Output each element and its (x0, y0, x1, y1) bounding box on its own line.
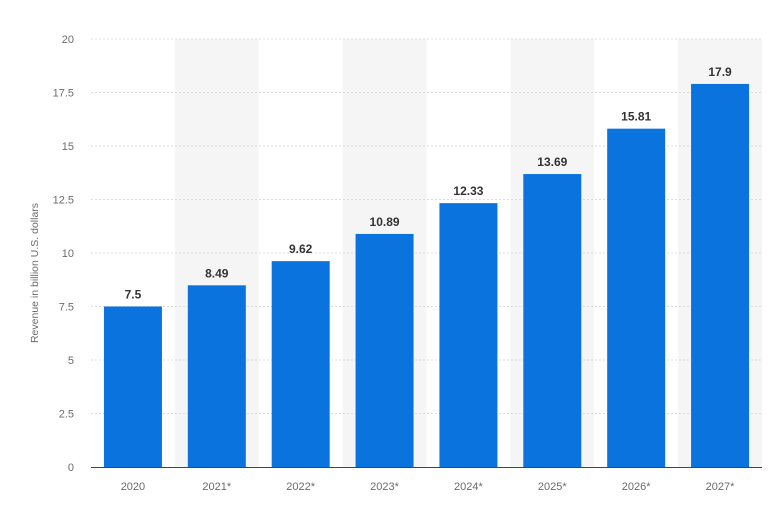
x-tick-label: 2025* (538, 481, 567, 493)
x-tick-label: 2021* (202, 481, 231, 493)
bar-2025 (523, 174, 582, 467)
y-tick-label: 2.5 (59, 409, 74, 421)
x-tick-label: 2024* (454, 481, 483, 493)
y-tick-label: 5 (68, 355, 74, 367)
data-label: 7.5 (125, 288, 142, 302)
data-label: 8.49 (205, 266, 229, 280)
bar-2027 (691, 83, 750, 467)
bars (103, 83, 750, 467)
x-tick-label: 2026* (622, 481, 651, 493)
y-tick-label: 17.5 (53, 88, 74, 100)
x-tick-label: 2020 (121, 481, 145, 493)
bar-2023 (355, 233, 414, 467)
x-tick-label: 2023* (370, 481, 399, 493)
bar-2024 (439, 203, 498, 467)
y-tick-label: 20 (62, 34, 74, 46)
data-label: 10.89 (370, 215, 400, 229)
y-axis-title: Revenue in billion U.S. dollars (29, 203, 41, 343)
y-tick-label: 10 (62, 248, 74, 260)
bar-2022 (271, 261, 330, 467)
data-label: 9.62 (289, 242, 313, 256)
x-tick-label: 2022* (286, 481, 315, 493)
data-label: 13.69 (537, 155, 567, 169)
data-label: 12.33 (453, 184, 483, 198)
data-labels: 7.5 8.49 9.62 10.89 12.33 13.69 15.81 17.9 (125, 65, 732, 302)
y-tick-label: 0 (68, 462, 74, 474)
x-tick-label: 2027* (706, 481, 735, 493)
x-axis-ticks: 2020 2021* 2022* 2023* 2024* 2025* 2026* 2027* (121, 481, 735, 493)
bar-2026 (607, 128, 666, 467)
y-tick-label: 7.5 (59, 302, 74, 314)
y-tick-label: 15 (62, 141, 74, 153)
bar-2020 (103, 306, 162, 467)
bar-2021 (187, 285, 246, 467)
data-label: 17.9 (708, 65, 732, 79)
y-axis-ticks: 0 2.5 5 7.5 10 12.5 15 17.5 20 (53, 34, 74, 474)
y-tick-label: 12.5 (53, 195, 74, 207)
data-label: 15.81 (621, 110, 651, 124)
